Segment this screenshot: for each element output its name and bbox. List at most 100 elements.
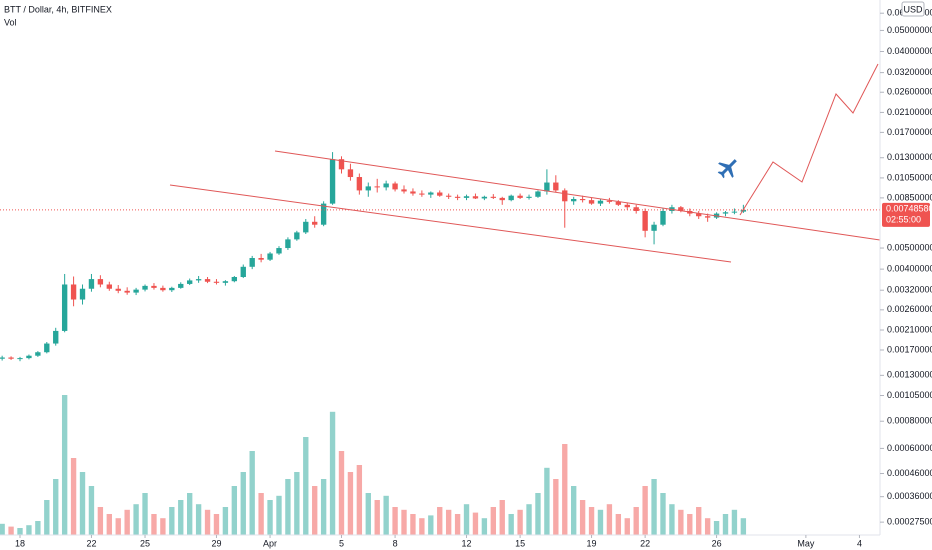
volume-bar	[410, 514, 416, 535]
candle-body	[651, 224, 657, 231]
x-tick-label: Apr	[263, 538, 277, 548]
candle-body	[133, 289, 139, 293]
volume-bar	[445, 509, 452, 535]
airplane-icon	[717, 159, 737, 179]
x-tick-label: 8	[393, 538, 398, 548]
candle-body	[276, 248, 282, 254]
x-tick-label: 22	[86, 538, 96, 548]
candle-body	[285, 239, 291, 249]
x-tick-label: 5	[339, 538, 344, 548]
candle-body	[633, 207, 639, 211]
candle-body	[490, 196, 496, 198]
volume-bar	[383, 495, 389, 535]
volume-bar	[303, 437, 309, 535]
candle-body	[419, 193, 425, 195]
currency: USD	[903, 4, 923, 14]
candle-body	[240, 266, 246, 278]
chart-title: BTT / Dollar, 4h, BITFINEX	[4, 4, 112, 14]
candle-body	[347, 169, 354, 178]
candle-body	[294, 232, 300, 240]
y-tick-label: 0.00210000	[887, 324, 932, 334]
volume-bar	[535, 493, 541, 535]
volume-bar	[365, 493, 371, 535]
y-tick-label: 0.00170000	[887, 344, 932, 354]
candle-body	[472, 196, 479, 199]
volume-bar	[294, 472, 300, 535]
currency-box	[901, 1, 925, 17]
volume-bar	[669, 504, 675, 535]
volume-bar	[392, 507, 398, 535]
candle-body	[303, 221, 309, 233]
volume-bar	[571, 486, 577, 535]
candle-body	[454, 196, 461, 198]
candle-body	[0, 357, 5, 359]
y-tick-label: 0.00080000	[887, 416, 932, 426]
x-tick-label: 25	[140, 538, 150, 548]
candle-body	[320, 203, 327, 225]
volume-bar	[213, 514, 220, 535]
countdown: 02:55:00	[886, 214, 921, 224]
volume-bar	[97, 507, 104, 535]
candle-body	[499, 197, 505, 201]
candle-body	[571, 199, 577, 202]
y-tick-label: 0.00260000	[887, 304, 932, 314]
candle-body	[151, 285, 157, 288]
volume-bar	[606, 504, 613, 535]
candle-body	[213, 281, 220, 283]
volume-bar	[169, 507, 175, 535]
volume-bar	[79, 472, 86, 535]
price-tag	[882, 202, 930, 227]
volume-bar	[597, 509, 604, 535]
candle-body	[204, 279, 211, 282]
volume-bar	[508, 514, 514, 535]
volume-bar	[472, 512, 479, 535]
candle-body	[401, 189, 407, 192]
volume-bar	[660, 493, 666, 535]
candle-body	[410, 191, 416, 194]
y-tick-label: 0.03200000	[887, 67, 932, 77]
candle-body	[267, 253, 273, 260]
candle-body	[437, 192, 443, 196]
candle-body	[106, 284, 112, 289]
candle-body	[517, 195, 523, 198]
volume-bar	[356, 465, 363, 535]
volume-bar	[35, 521, 41, 535]
x-tick-label: 22	[640, 538, 650, 548]
candle-body	[70, 284, 77, 300]
x-tick-label: 19	[587, 538, 597, 548]
x-tick-label: 12	[462, 538, 472, 548]
volume-bar	[222, 507, 229, 535]
volume-bar	[53, 479, 59, 535]
plot-area	[0, 152, 880, 535]
volume-bar	[0, 523, 5, 535]
volume-bar	[490, 507, 496, 535]
x-tick-label: 26	[712, 538, 722, 548]
volume-bar	[249, 451, 255, 535]
candle-body	[222, 281, 229, 283]
volume-bar	[588, 507, 595, 535]
volume-bar	[696, 507, 702, 535]
candle-body	[463, 196, 470, 198]
volume-bar	[312, 486, 318, 535]
price-axis-bg	[880, 0, 932, 550]
volume-bar	[61, 395, 68, 535]
volume-bar	[347, 472, 354, 535]
volume-bar	[526, 504, 532, 535]
y-tick-label: 0.04000000	[887, 46, 932, 56]
price-tag-label: 0.00748580	[886, 203, 932, 213]
candle-body	[115, 288, 121, 291]
volume-bar	[267, 500, 273, 535]
volume-bar	[544, 467, 550, 535]
volume-bar	[187, 493, 193, 535]
candle-body	[312, 221, 318, 225]
candle-body	[428, 192, 434, 195]
y-tick-label: 0.01300000	[887, 152, 932, 162]
volume-bar	[142, 493, 148, 535]
x-tick-label: 29	[211, 538, 221, 548]
y-tick-label: 0.01050000	[887, 172, 932, 182]
y-tick-label: 0.00027500	[887, 517, 932, 527]
candle-body	[740, 209, 747, 212]
volume-bar	[44, 500, 50, 535]
